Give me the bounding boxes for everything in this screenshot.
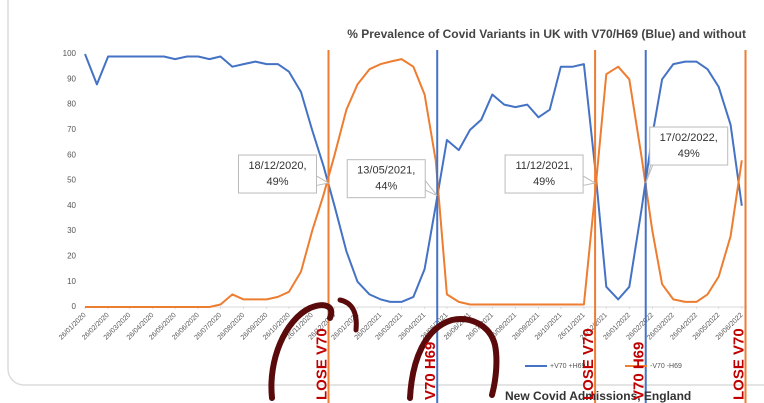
y-tick-label: 20 bbox=[67, 252, 76, 261]
legend-label: +V70 +H69 bbox=[550, 363, 586, 370]
handwritten-note: V70 H69 bbox=[422, 342, 439, 400]
handwritten-note: LOSE V70 bbox=[580, 328, 597, 400]
annotation-box bbox=[649, 126, 729, 166]
scribble bbox=[268, 302, 335, 401]
chart-title: % Prevalence of Covid Variants in UK wit… bbox=[347, 27, 746, 41]
y-tick-label: 10 bbox=[67, 277, 76, 286]
annotation-date: 18/12/2020, bbox=[248, 160, 306, 172]
series-line bbox=[84, 53, 743, 303]
y-tick-label: 80 bbox=[67, 100, 76, 109]
annotation-box bbox=[238, 154, 318, 194]
handwritten-note: LOSE V70 bbox=[730, 328, 747, 400]
y-tick-label: 100 bbox=[63, 49, 77, 58]
y-tick-label: 60 bbox=[67, 150, 76, 159]
legend-label: -V70 -H69 bbox=[650, 363, 682, 370]
annotation-date: 11/12/2021, bbox=[515, 160, 572, 172]
next-chart-title: New Covid Admissions, England bbox=[505, 389, 691, 403]
scribble bbox=[337, 297, 359, 333]
y-tick-label: 50 bbox=[67, 176, 76, 185]
annotation-value: 44% bbox=[375, 181, 397, 193]
annotation-value: 49% bbox=[266, 176, 288, 188]
scribble bbox=[407, 316, 500, 401]
y-tick-label: 40 bbox=[67, 201, 76, 210]
y-tick-label: 30 bbox=[67, 226, 76, 235]
y-tick-label: 90 bbox=[67, 74, 76, 83]
annotation-value: 49% bbox=[678, 148, 700, 160]
handwritten-note: LOSE V70 bbox=[313, 328, 330, 400]
annotation-value: 49% bbox=[533, 176, 555, 188]
series-line bbox=[85, 58, 743, 308]
y-tick-label: 70 bbox=[67, 125, 76, 134]
y-tick-label: 0 bbox=[72, 302, 77, 311]
annotation-box bbox=[504, 154, 584, 194]
handwritten-note: V70 H69 bbox=[631, 342, 648, 400]
annotation-date: 17/02/2022, bbox=[660, 132, 718, 144]
annotation-box bbox=[346, 159, 426, 199]
annotation-date: 13/05/2021, bbox=[357, 165, 415, 177]
